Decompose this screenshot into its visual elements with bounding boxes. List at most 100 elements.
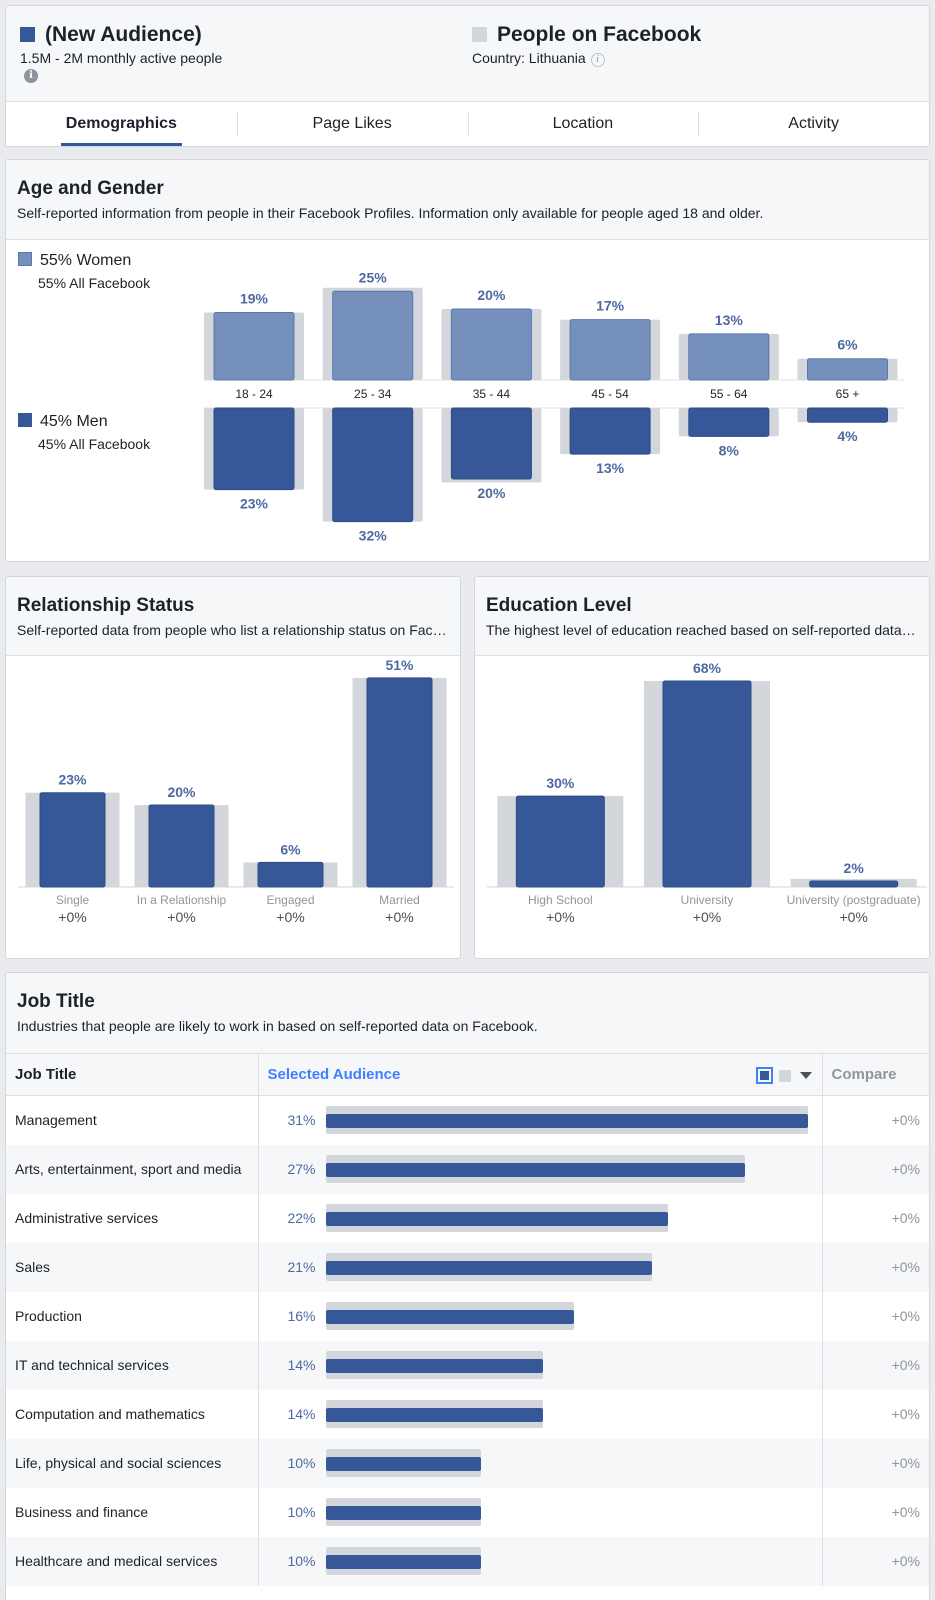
table-row: Management 31% +0% [6,1095,929,1145]
legend-women-sub: 55% All Facebook [38,275,151,291]
card-title: Education Level [486,595,632,616]
women-value-label: 6% [837,337,858,353]
bar-category-label: Single [56,893,90,907]
job-title-cell: Administrative services [6,1193,259,1243]
relationship-header: Relationship Status Self-reported data f… [6,577,460,656]
selected-audience-cell: 31% [258,1095,823,1145]
compare-color-swatch [472,27,487,42]
women-value-label: 17% [596,298,625,314]
men-bar [569,407,651,455]
info-icon[interactable]: i [24,69,38,83]
bar-track [325,1400,810,1428]
compare-title: People on Facebook [472,23,701,47]
bar [325,1163,746,1177]
bar-category-label: University (postgraduate) [787,893,921,907]
percent-label: 27% [287,1161,316,1177]
relationship-chart: 23% Single +0% 20% In a Relationship +0% 6% Eng… [18,657,454,925]
selected-audience-cell: 16% [258,1291,823,1341]
bar-compare-label: +0% [839,909,867,925]
bar-track [325,1547,810,1575]
women-bar [688,333,770,381]
compare-toggle-icon[interactable] [778,1069,791,1082]
job-title-cell: Management [6,1095,259,1145]
relationship-card: Relationship Status Self-reported data f… [5,576,461,959]
selected-audience-cell: 14% [258,1389,823,1439]
tab-location[interactable]: Location [467,102,699,146]
age-tick-label: 45 - 54 [591,387,629,401]
card-title: Relationship Status [17,595,195,616]
age-tick-label: 55 - 64 [710,387,748,401]
bar-track [325,1351,810,1379]
bar-compare-label: +0% [546,909,574,925]
age-axis-band [204,380,904,408]
table-row: Sales 21% +0% [6,1242,929,1292]
bar-compare-label: +0% [276,909,304,925]
men-bar [332,407,414,523]
compare-cell: +0% [822,1438,929,1488]
education-header: Education Level The highest level of edu… [475,577,929,656]
bar-category-label: Engaged [266,893,314,907]
tab-activity[interactable]: Activity [698,102,929,146]
men-value-label: 8% [719,442,740,458]
job-title-cell: Healthcare and medical services [6,1536,259,1586]
selected-audience-cell: 10% [258,1536,823,1586]
women-swatch [18,252,32,266]
tab-page-likes[interactable]: Page Likes [236,102,468,146]
job-title-header: Job Title Industries that people are lik… [6,973,929,1054]
job-title-cell: IT and technical services [6,1340,259,1390]
col-compare: Compare [822,1053,929,1096]
tab-demographics[interactable]: Demographics [6,102,237,146]
audience-title: (New Audience) [20,23,202,47]
selected-audience-cell: 10% [258,1438,823,1488]
men-value-label: 23% [240,496,269,512]
women-bar [569,319,651,381]
percent-label: 16% [287,1308,316,1324]
compare-cell: +0% [822,1242,929,1292]
men-swatch [18,413,32,427]
table-row: Healthcare and medical services 10% +0% [6,1536,929,1586]
percent-label: 31% [287,1112,316,1129]
compare-country: Country: Lithuania i [472,50,605,67]
info-icon[interactable]: i [590,53,605,67]
age-gender-header: Age and Gender Self-reported information… [6,160,929,240]
bar-track [325,1253,810,1281]
job-title-cell: Production [6,1291,259,1341]
compare-cell: +0% [822,1144,929,1194]
bar [325,1114,808,1129]
table-row: Arts, entertainment, sport and media 27% +… [6,1144,929,1194]
selected-audience-toggle-icon[interactable] [755,1067,773,1084]
age-gender-card: Age and Gender Self-reported information… [5,159,930,562]
bar [366,677,433,888]
bar-compare-label: +0% [693,909,721,925]
table-row: Production 16% +0% [6,1291,929,1341]
education-card: Education Level The highest level of edu… [474,576,930,959]
bar-track [325,1106,810,1135]
compare-cell: +0% [891,1406,920,1422]
men-bar [688,407,770,437]
legend-men: 45% Men [18,413,108,431]
compare-cell: +0% [822,1536,929,1586]
bar [148,804,215,888]
men-value-label: 13% [596,460,625,476]
compare-cell: +0% [891,1112,920,1129]
compare-cell: +0% [822,1340,929,1390]
education-chart: 30% High School +0% 68% University +0% 2% Unive… [487,660,927,925]
men-bar [807,407,888,423]
col-selected-audience[interactable]: Selected Audience [258,1053,823,1096]
legend-men-sub: 45% All Facebook [38,436,151,452]
women-bar [450,308,532,381]
series-toggle[interactable] [755,1067,812,1084]
card-title: Age and Gender [17,178,164,199]
col-job-title: Job Title [6,1053,259,1096]
bar-category-label: In a Relationship [137,893,227,907]
bar-value-label: 2% [844,860,865,876]
legend-women: 55% Women [18,252,131,270]
bar-compare-label: +0% [385,909,413,925]
percent-label: 10% [287,1553,316,1569]
bar [325,1310,575,1324]
age-gender-chart: 19% 23% 18 - 24 25% 32% 25 - 34 20% 20% 35 - 44 1… [204,269,904,544]
selected-audience-cell: 10% [258,1487,823,1537]
bar [515,795,605,888]
job-title-cell: Life, physical and social sciences [6,1438,259,1488]
chevron-down-icon[interactable] [799,1072,812,1079]
